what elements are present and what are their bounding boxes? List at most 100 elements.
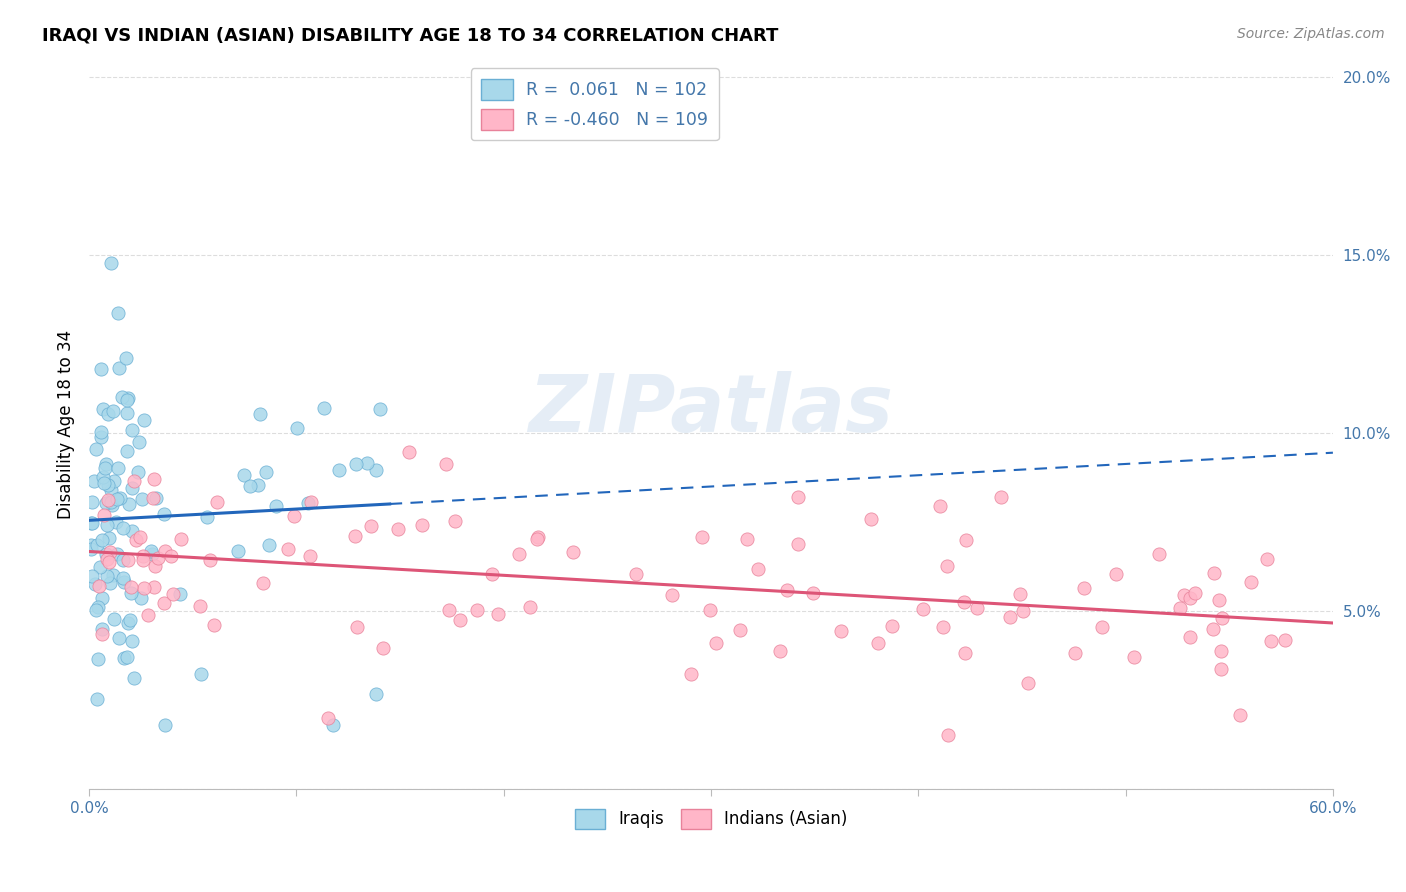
Point (132, 549, 155, 563)
Point (80, 516, 103, 530)
Point (120, 586, 142, 600)
Point (91, 591, 114, 606)
Point (93, 475, 115, 490)
Point (254, 465, 277, 479)
Point (80, 494, 103, 508)
Point (508, 547, 530, 561)
Point (526, 530, 548, 544)
Point (188, 599, 211, 613)
Point (112, 574, 135, 589)
Point (91, 469, 114, 483)
Point (121, 633, 143, 648)
Point (786, 536, 808, 550)
Point (283, 509, 305, 524)
Point (264, 499, 287, 513)
Point (859, 512, 882, 526)
Point (124, 533, 146, 547)
Point (1178, 630, 1201, 644)
Point (299, 495, 322, 509)
Point (129, 530, 152, 544)
Point (364, 687, 387, 701)
Point (93, 508, 115, 523)
Point (1122, 649, 1144, 664)
Point (83, 577, 105, 591)
Point (285, 420, 308, 434)
Point (481, 567, 503, 582)
Point (801, 586, 824, 600)
Point (1184, 586, 1206, 600)
Point (115, 444, 138, 458)
Point (103, 612, 125, 626)
Point (80, 516, 103, 530)
Point (190, 666, 212, 681)
Point (437, 603, 460, 617)
Point (112, 521, 135, 535)
Point (96, 551, 118, 566)
Point (1000, 610, 1022, 624)
Point (129, 591, 152, 605)
Point (346, 620, 368, 634)
Point (162, 587, 184, 601)
Point (91, 622, 114, 636)
Point (360, 518, 382, 533)
Point (87, 599, 110, 614)
Point (143, 580, 166, 594)
Point (91, 402, 114, 417)
Point (111, 390, 134, 404)
Point (80, 538, 103, 552)
Point (1017, 676, 1039, 690)
Point (936, 558, 959, 573)
Point (132, 581, 155, 595)
Point (1274, 632, 1296, 647)
Point (704, 635, 727, 649)
Point (953, 595, 976, 609)
Point (103, 474, 125, 488)
Point (115, 406, 138, 420)
Point (297, 496, 319, 510)
Point (690, 530, 713, 544)
Point (132, 413, 155, 427)
Point (97, 532, 120, 546)
Point (314, 401, 336, 416)
Point (1147, 547, 1170, 561)
Point (80, 568, 103, 582)
Point (121, 424, 143, 438)
Point (153, 544, 176, 558)
Point (103, 404, 125, 418)
Point (434, 458, 457, 472)
Point (96, 478, 118, 492)
Point (226, 544, 249, 558)
Point (122, 671, 145, 685)
Point (120, 613, 142, 627)
Point (120, 580, 142, 594)
Point (159, 549, 181, 563)
Point (257, 538, 280, 552)
Point (246, 478, 269, 492)
Point (169, 532, 191, 546)
Point (239, 479, 262, 493)
Point (344, 458, 367, 472)
Point (955, 533, 977, 547)
Point (728, 623, 751, 637)
Point (1208, 593, 1230, 607)
Point (143, 559, 166, 574)
Point (277, 542, 299, 557)
Point (1105, 567, 1128, 582)
Point (108, 491, 131, 505)
Point (105, 547, 128, 561)
Point (344, 529, 367, 543)
Point (1256, 551, 1278, 566)
Point (127, 465, 149, 479)
Point (486, 607, 509, 622)
Point (990, 490, 1012, 504)
Point (115, 650, 138, 665)
Point (100, 495, 122, 509)
Point (108, 631, 131, 645)
Point (1211, 663, 1233, 677)
Point (1091, 620, 1114, 634)
Point (322, 718, 344, 732)
Point (519, 599, 541, 614)
Point (449, 613, 471, 627)
Point (368, 402, 391, 417)
Point (142, 472, 165, 486)
